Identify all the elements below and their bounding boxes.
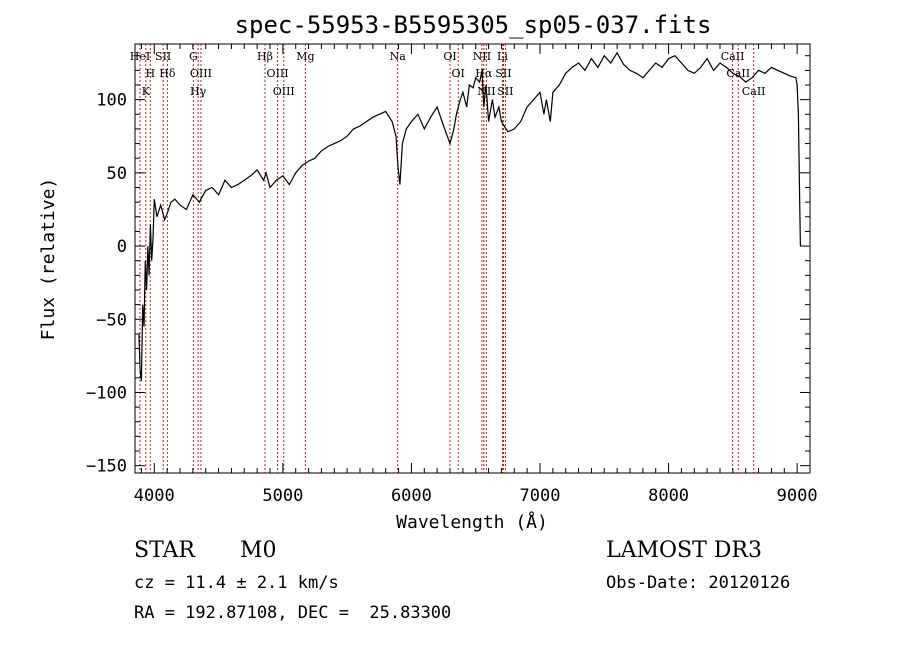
marker-label: OI [443,50,456,63]
marker-label: Na [390,50,407,63]
marker-label: Li [497,50,508,63]
x-tick-label: 4000 [134,486,175,506]
spectrum-line [138,51,801,381]
marker-label: K [142,85,151,98]
x-tick-label: 5000 [262,486,303,506]
marker-label: SII [497,85,513,98]
marker-label: CaII [721,50,745,63]
y-tick-label: −150 [86,457,127,477]
x-axis: 4000 5000 6000 7000 8000 9000 [134,44,818,506]
marker-label: OIII [267,67,289,80]
y-tick-label: 0 [117,237,127,257]
y-tick-label: −100 [86,383,127,403]
x-tick-label: 9000 [777,486,818,506]
marker-label: NII [473,50,491,63]
x-tick-label: 6000 [391,486,432,506]
line-markers [139,44,755,473]
x-tick-label: 7000 [520,486,561,506]
marker-label: OIII [273,85,295,98]
marker-label: CaII [726,67,750,80]
object-class: STAR [134,538,195,563]
plot-frame [134,43,811,474]
observation-date: Obs-Date: 20120126 [606,573,791,593]
marker-label: OI [452,67,465,80]
marker-label: Hδ [159,67,176,80]
marker-label: G [189,50,198,63]
y-tick-label: 100 [96,91,127,111]
chart-title: spec-55953-B5595305_sp05-037.fits [235,11,712,39]
marker-label: HeI [130,50,150,63]
x-axis-label: Wavelength (Å) [396,511,548,533]
object-subclass: M0 [240,538,277,563]
coordinates: RA = 192.87108, DEC = 25.83300 [134,603,452,623]
survey-name: LAMOST DR3 [606,538,762,563]
marker-label: SII [495,67,511,80]
y-axis: −150 −100 −50 0 50 100 [86,55,810,477]
y-tick-label: 50 [107,164,127,184]
marker-label: Hγ [190,85,207,98]
marker-label: OIII [190,67,212,80]
redshift-value: cz = 11.4 ± 2.1 km/s [134,573,339,593]
x-tick-label: 8000 [648,486,689,506]
marker-label: SII [155,50,171,63]
line-marker-labels: HeI HK SII Hδ G OIII Hγ Hβ OIII OIII Mg Na OI OI NII Hα… [130,50,766,98]
y-axis-label: Flux (relative) [38,178,59,341]
marker-label: H [146,67,156,80]
marker-label: Hβ [257,50,273,63]
y-tick-label: −50 [96,310,127,330]
marker-label: Mg [296,50,314,63]
marker-label: Hα [475,67,493,80]
marker-label: CaII [742,85,766,98]
